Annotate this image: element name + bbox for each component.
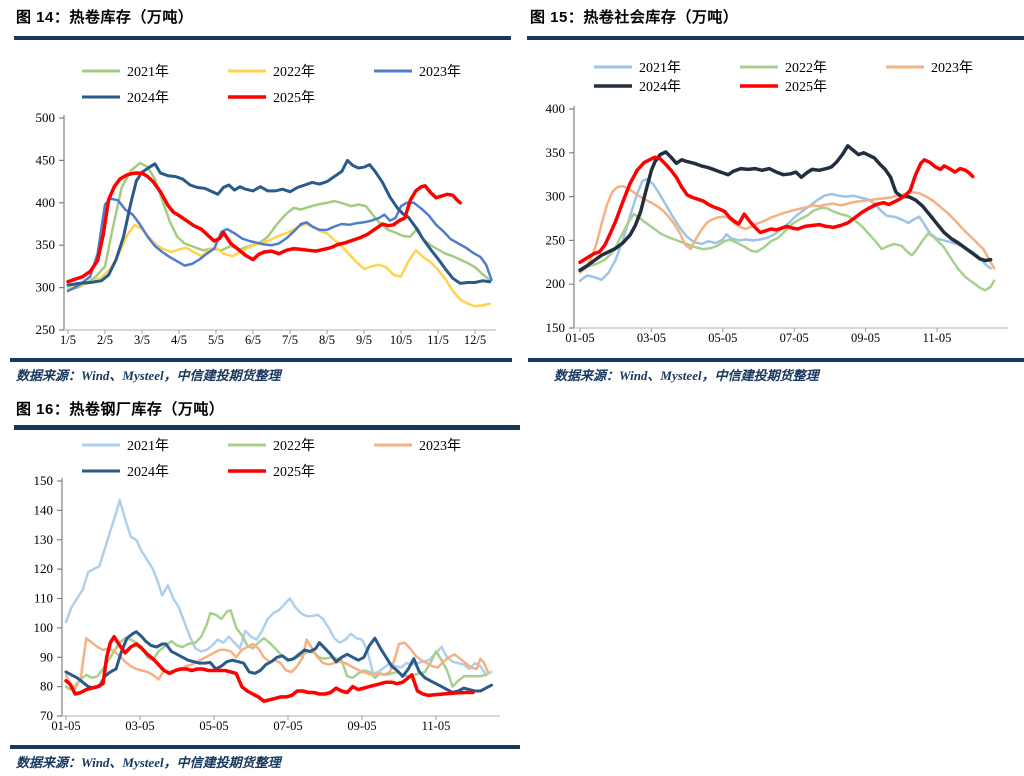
legend-label-2025年: 2025年 — [785, 79, 827, 95]
legend-label-2022年: 2022年 — [273, 438, 315, 454]
series-line-2021年 — [66, 161, 492, 292]
x-tick-label: 8/5 — [319, 333, 335, 347]
x-tick-label: 01-05 — [51, 719, 80, 733]
figure-14: 图 14：热卷库存（万吨） 250 300 350 400 450 500 1/5 2/5 3/… — [0, 0, 512, 395]
y-tick-label: 110 — [34, 591, 53, 606]
y-tick-label: 100 — [34, 620, 54, 635]
figure-16-title-divider — [14, 425, 520, 430]
figure-14-title-divider — [14, 36, 511, 40]
y-tick-label: 150 — [34, 473, 54, 488]
x-tick-label: 01-05 — [565, 331, 594, 345]
x-tick-label: 07-05 — [780, 331, 809, 345]
series-line-2025年 — [66, 171, 462, 284]
figure-14-chart: 250 300 350 400 450 500 1/5 2/5 3/5 4/5 5/5 6/5 7/5 8… — [36, 64, 496, 347]
legend-label-2022年: 2022年 — [785, 60, 827, 76]
y-tick-label: 250 — [36, 322, 56, 337]
y-tick-label: 200 — [546, 276, 566, 291]
y-tick-label: 130 — [34, 532, 54, 547]
series-line-2025年 — [64, 634, 475, 704]
y-tick-label: 300 — [36, 280, 56, 295]
y-tick-label: 80 — [40, 679, 53, 694]
figure-16-chart: 70 80 90 100 110 120 130 140 150 01-05 03-05 05-05 0… — [34, 438, 500, 733]
y-tick-label: 400 — [546, 101, 566, 116]
legend-label-2025年: 2025年 — [273, 464, 315, 480]
y-tick-label: 350 — [36, 237, 56, 252]
y-tick-label: 120 — [34, 561, 54, 576]
legend-label-2022年: 2022年 — [273, 64, 315, 80]
x-tick-label: 09-05 — [851, 331, 880, 345]
figure-15-chart: 150 200 250 300 350 400 01-05 03-05 05-05 07-05 09… — [546, 60, 1008, 345]
figure-14-source-note: 数据来源：Wind、Mysteel，中信建投期货整理 — [16, 368, 281, 383]
y-tick-label: 350 — [546, 145, 566, 160]
figure-14-title: 图 14：热卷库存（万吨） — [16, 9, 194, 26]
x-tick-label: 11-05 — [923, 331, 952, 345]
x-tick-label: 09-05 — [347, 719, 376, 733]
legend-label-2024年: 2024年 — [127, 90, 169, 106]
y-tick-label: 450 — [36, 152, 56, 167]
figure-14-bottom-divider — [10, 358, 512, 362]
y-tick-label: 150 — [546, 320, 566, 335]
y-tick-label: 90 — [40, 649, 53, 664]
x-tick-label: 03-05 — [637, 331, 666, 345]
y-tick-label: 70 — [40, 708, 53, 723]
x-tick-label: 03-05 — [125, 719, 154, 733]
legend-label-2021年: 2021年 — [127, 64, 169, 80]
figure-15-title-divider — [527, 36, 1024, 40]
figure-15-title: 图 15：热卷社会库存（万吨） — [530, 9, 739, 26]
series-line-2023年 — [64, 636, 490, 690]
legend-label-2023年: 2023年 — [931, 60, 973, 76]
figure-16-title: 图 16：热卷钢厂库存（万吨） — [16, 401, 225, 418]
figure-16-bottom-divider — [10, 745, 520, 749]
x-tick-label: 7/5 — [282, 333, 298, 347]
x-tick-label: 9/5 — [356, 333, 372, 347]
x-tick-label: 12/5 — [464, 333, 486, 347]
series-line-2023年 — [578, 184, 996, 275]
x-tick-label: 05-05 — [199, 719, 228, 733]
x-tick-label: 11-05 — [422, 719, 451, 733]
figure-16: 图 16：热卷钢厂库存（万吨） 70 80 90 100 110 120 130 140 150… — [0, 395, 520, 776]
series-line-2023年 — [66, 197, 493, 293]
y-tick-label: 250 — [546, 232, 566, 247]
series-line-2022年 — [578, 206, 996, 292]
series-line-2021年 — [64, 498, 493, 677]
legend-label-2021年: 2021年 — [639, 60, 681, 76]
series-line-2024年 — [64, 630, 493, 694]
legend-label-2025年: 2025年 — [273, 90, 315, 106]
series-line-2022年 — [66, 222, 492, 308]
figure-15-bottom-divider — [528, 358, 1024, 362]
series-line-2025年 — [578, 155, 975, 265]
x-tick-label: 3/5 — [134, 333, 150, 347]
y-tick-label: 500 — [36, 110, 56, 125]
x-tick-label: 05-05 — [708, 331, 737, 345]
legend-label-2024年: 2024年 — [127, 464, 169, 480]
x-tick-label: 11/5 — [427, 333, 449, 347]
y-tick-label: 140 — [34, 502, 54, 517]
legend-label-2021年: 2021年 — [127, 438, 169, 454]
x-tick-label: 1/5 — [60, 333, 76, 347]
series-line-2024年 — [66, 158, 492, 287]
figure-15: 图 15：热卷社会库存（万吨） 150 200 250 300 350 400 01-05 0… — [512, 0, 1024, 395]
x-tick-label: 5/5 — [208, 333, 224, 347]
legend-label-2024年: 2024年 — [639, 79, 681, 95]
legend-label-2023年: 2023年 — [419, 438, 461, 454]
x-tick-label: 10/5 — [390, 333, 412, 347]
figure-16-source-note: 数据来源：Wind、Mysteel，中信建投期货整理 — [16, 755, 281, 770]
legend-label-2023年: 2023年 — [419, 64, 461, 80]
figure-15-source-note: 数据来源：Wind、Mysteel，中信建投期货整理 — [554, 368, 819, 383]
series-line-2022年 — [64, 609, 488, 691]
y-tick-label: 400 — [36, 195, 56, 210]
x-tick-label: 4/5 — [171, 333, 187, 347]
y-tick-label: 300 — [546, 189, 566, 204]
x-tick-label: 07-05 — [273, 719, 302, 733]
x-tick-label: 6/5 — [245, 333, 261, 347]
series-line-2024年 — [578, 144, 993, 272]
x-tick-label: 2/5 — [97, 333, 113, 347]
